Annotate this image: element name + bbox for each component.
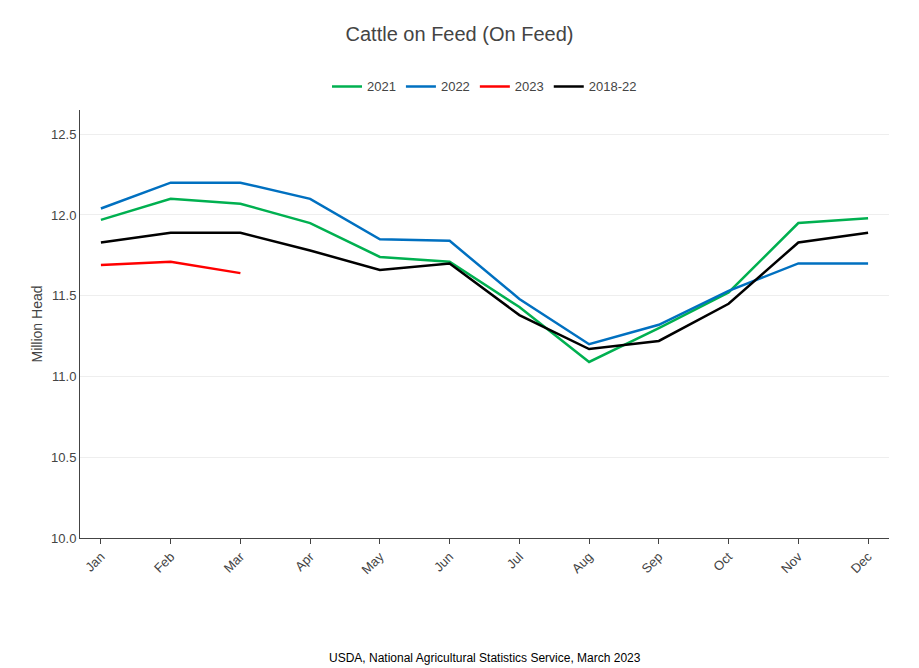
svg-text:2018-22: 2018-22 <box>589 79 637 94</box>
svg-text:10.5: 10.5 <box>51 450 76 465</box>
svg-text:Sep: Sep <box>639 549 666 576</box>
svg-text:Million Head: Million Head <box>29 285 45 362</box>
svg-text:Oct: Oct <box>710 549 735 574</box>
svg-text:12.5: 12.5 <box>51 127 76 142</box>
svg-text:Apr: Apr <box>292 549 317 574</box>
svg-text:11.5: 11.5 <box>52 288 76 303</box>
svg-text:2022: 2022 <box>441 79 470 94</box>
svg-text:USDA, National Agricultural St: USDA, National Agricultural Statistics S… <box>329 651 641 665</box>
svg-text:Jul: Jul <box>504 549 526 571</box>
svg-text:Aug: Aug <box>569 549 596 576</box>
svg-text:Cattle on Feed (On Feed): Cattle on Feed (On Feed) <box>346 23 574 45</box>
svg-text:May: May <box>359 549 387 577</box>
svg-text:2023: 2023 <box>515 79 544 94</box>
svg-text:10.0: 10.0 <box>51 531 76 546</box>
svg-text:Nov: Nov <box>778 549 805 576</box>
svg-text:11.0: 11.0 <box>52 369 76 384</box>
svg-text:Mar: Mar <box>221 549 248 576</box>
svg-text:Feb: Feb <box>151 549 177 575</box>
svg-text:Dec: Dec <box>848 549 875 576</box>
svg-text:12.0: 12.0 <box>51 208 76 223</box>
svg-text:2021: 2021 <box>367 79 396 94</box>
svg-text:Jun: Jun <box>431 549 456 574</box>
svg-text:Jan: Jan <box>82 549 107 574</box>
